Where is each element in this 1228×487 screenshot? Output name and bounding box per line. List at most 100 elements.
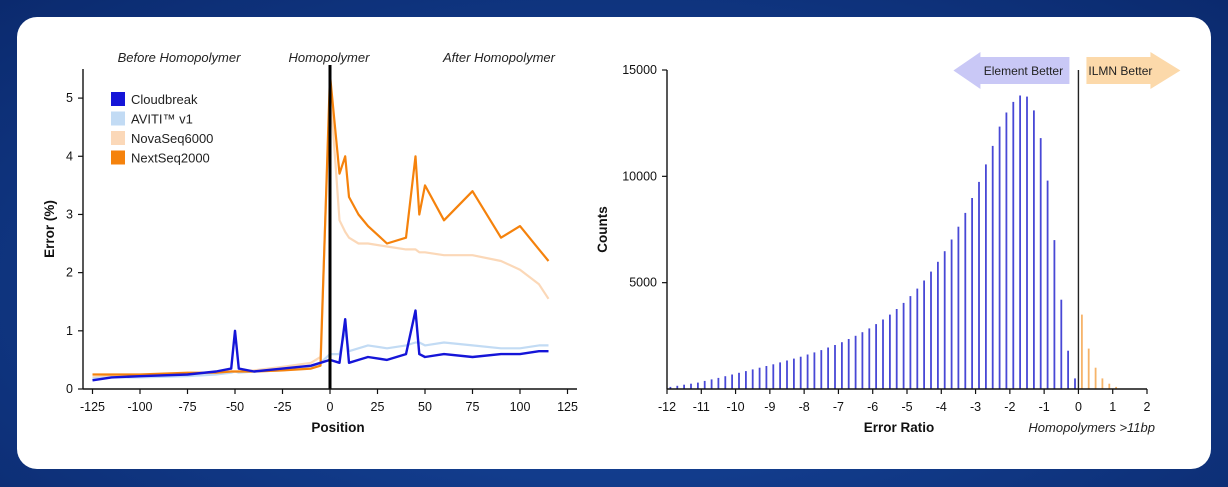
histogram-bar (1108, 383, 1111, 389)
histogram-bar (697, 382, 699, 389)
histogram-bar (909, 296, 912, 389)
left-x-tick-label: 0 (327, 400, 334, 414)
left-x-tick-label: 100 (510, 400, 531, 414)
left-y-tick-label: 4 (66, 149, 73, 163)
legend-label-cloudbreak: Cloudbreak (131, 92, 198, 107)
right-x-tick-label: -1 (1039, 400, 1050, 414)
histogram-bar (724, 376, 727, 389)
histogram-bar (1026, 96, 1028, 389)
histogram-bar (731, 374, 733, 389)
left-x-tick-label: -50 (226, 400, 244, 414)
left-y-tick-label: 0 (66, 382, 73, 396)
right-x-tick-label: -10 (727, 400, 745, 414)
legend-swatch-novaseq6000 (111, 131, 125, 145)
right-x-tick-label: -4 (936, 400, 947, 414)
histogram-bar (1087, 348, 1090, 389)
histogram-bar (847, 339, 850, 389)
histogram-bar (669, 386, 672, 389)
histogram-bar (978, 181, 980, 389)
histogram-bar (765, 366, 768, 389)
histogram-bar (799, 356, 802, 389)
histogram-bar (985, 164, 987, 389)
histogram-bar (971, 198, 973, 389)
histogram-bar (943, 251, 946, 389)
histogram-bar (1074, 378, 1076, 389)
histogram-bar (738, 372, 740, 389)
legend-swatch-aviti-v1 (111, 111, 125, 126)
histogram-bar (1094, 367, 1097, 389)
right-x-tick-label: -12 (658, 400, 676, 414)
left-y-axis-label: Error (%) (42, 200, 57, 258)
right-y-tick-label: 10000 (622, 169, 657, 183)
histogram-bar (991, 145, 994, 389)
ilmn-better-label: ILMN Better (1088, 64, 1152, 78)
histogram-bar (779, 362, 781, 389)
histogram-bar (717, 377, 720, 389)
left-x-tick-label: -75 (178, 400, 196, 414)
right-x-tick-label: -9 (764, 400, 775, 414)
left-y-tick-label: 2 (66, 266, 73, 280)
left-y-tick-label: 3 (66, 207, 73, 221)
right-y-axis-label: Counts (595, 206, 610, 253)
histogram-bar (1101, 378, 1104, 389)
histogram-bar (758, 367, 761, 389)
right-x-axis-label: Error Ratio (864, 420, 935, 435)
histogram-bar (786, 360, 788, 389)
right-y-tick-label: 15000 (622, 63, 657, 77)
section-label-before: Before Homopolymer (118, 50, 241, 65)
section-label-homopolymer: Homopolymer (289, 50, 371, 65)
histogram-bar (1046, 180, 1049, 389)
histogram-bar (1060, 299, 1063, 389)
element-better-arrow (953, 52, 1070, 89)
histogram-bar (998, 126, 1001, 389)
histogram-bar (895, 309, 898, 389)
histogram-bar (703, 380, 706, 389)
left-x-tick-label: 125 (557, 400, 578, 414)
left-x-tick-label: 75 (466, 400, 480, 414)
legend-label-novaseq6000: NovaSeq6000 (131, 131, 213, 146)
left-x-tick-label: 25 (371, 400, 385, 414)
histogram-bar (793, 358, 795, 389)
right-x-tick-label: 0 (1075, 400, 1082, 414)
histogram-bar (710, 379, 713, 389)
histogram-bar (1005, 112, 1008, 389)
histogram-bar (1012, 101, 1015, 390)
histogram-bar (889, 314, 891, 389)
histogram-bar (950, 239, 953, 389)
histogram-bar (916, 288, 919, 389)
right-y-tick-label: 5000 (629, 276, 657, 290)
histogram-bar (690, 383, 692, 389)
element-better-label: Element Better (984, 64, 1063, 78)
left-y-tick-label: 1 (66, 324, 73, 338)
left-line-chart: -125 -100 -75 -50 -25 0 25 50 75 100 125 0 1 2 3 4 5 Pos… (42, 50, 578, 435)
histogram-bar (820, 350, 823, 389)
histogram-bar (957, 226, 960, 389)
histogram-bar (882, 319, 884, 389)
histogram-bar (861, 332, 864, 389)
homopolymer-note: Homopolymers >11bp (1028, 420, 1155, 435)
right-x-tick-label: -8 (799, 400, 810, 414)
right-x-tick-label: -6 (867, 400, 878, 414)
histogram-bar (841, 342, 843, 389)
histogram-bar (875, 324, 877, 389)
left-x-tick-label: -25 (273, 400, 291, 414)
right-histogram: -12 -11 -10 -9 -8 -7 -6 -5 -4 -3 -2 -1 0 1 25000100001… (595, 52, 1181, 435)
series-line-nextseq2000 (92, 73, 550, 376)
histogram-bar (1115, 386, 1117, 389)
histogram-bar (834, 345, 836, 389)
ilmn-better-arrow (1086, 52, 1181, 89)
section-label-after: After Homopolymer (442, 50, 556, 65)
histogram-bar (1019, 95, 1021, 389)
histogram-bar (1039, 138, 1042, 389)
right-x-tick-label: -2 (1004, 400, 1015, 414)
right-x-tick-label: -3 (970, 400, 981, 414)
histogram-bar (1053, 240, 1056, 389)
left-x-tick-label: -125 (80, 400, 105, 414)
left-y-tick-label: 5 (66, 91, 73, 105)
histogram-bar (806, 354, 809, 389)
left-x-tick-label: -100 (127, 400, 152, 414)
histogram-bar (854, 335, 857, 389)
histogram-bar (964, 212, 967, 389)
histogram-bar (930, 271, 932, 389)
